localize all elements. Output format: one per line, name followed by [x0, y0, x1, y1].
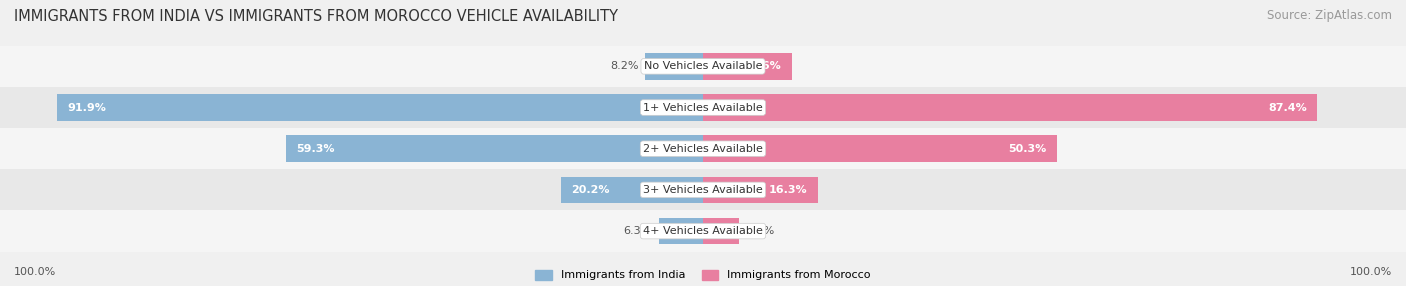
Text: Source: ZipAtlas.com: Source: ZipAtlas.com — [1267, 9, 1392, 21]
Text: 8.2%: 8.2% — [610, 61, 638, 71]
Text: 4+ Vehicles Available: 4+ Vehicles Available — [643, 226, 763, 236]
Text: 50.3%: 50.3% — [1008, 144, 1046, 154]
Text: 6.3%: 6.3% — [623, 226, 652, 236]
Text: 59.3%: 59.3% — [297, 144, 335, 154]
Text: 1+ Vehicles Available: 1+ Vehicles Available — [643, 103, 763, 112]
Bar — [287, 135, 703, 162]
Bar — [703, 218, 740, 245]
Bar — [0, 210, 1406, 252]
Bar — [0, 169, 1406, 210]
Text: No Vehicles Available: No Vehicles Available — [644, 61, 762, 71]
Text: 12.6%: 12.6% — [742, 61, 782, 71]
Text: 20.2%: 20.2% — [571, 185, 610, 195]
Bar — [703, 135, 1057, 162]
Bar — [645, 53, 703, 80]
Text: IMMIGRANTS FROM INDIA VS IMMIGRANTS FROM MOROCCO VEHICLE AVAILABILITY: IMMIGRANTS FROM INDIA VS IMMIGRANTS FROM… — [14, 9, 619, 23]
Bar — [0, 87, 1406, 128]
Text: 100.0%: 100.0% — [1350, 267, 1392, 277]
Text: 91.9%: 91.9% — [67, 103, 107, 112]
Bar — [703, 94, 1317, 121]
Text: 87.4%: 87.4% — [1268, 103, 1308, 112]
Bar — [0, 128, 1406, 169]
Text: 16.3%: 16.3% — [769, 185, 807, 195]
Bar — [56, 94, 703, 121]
Bar — [658, 218, 703, 245]
Text: 2+ Vehicles Available: 2+ Vehicles Available — [643, 144, 763, 154]
Bar — [561, 176, 703, 203]
Bar — [703, 176, 818, 203]
Text: 5.1%: 5.1% — [747, 226, 775, 236]
Text: 100.0%: 100.0% — [14, 267, 56, 277]
Bar — [703, 53, 792, 80]
Text: 3+ Vehicles Available: 3+ Vehicles Available — [643, 185, 763, 195]
Bar — [0, 46, 1406, 87]
Legend: Immigrants from India, Immigrants from Morocco: Immigrants from India, Immigrants from M… — [536, 270, 870, 281]
